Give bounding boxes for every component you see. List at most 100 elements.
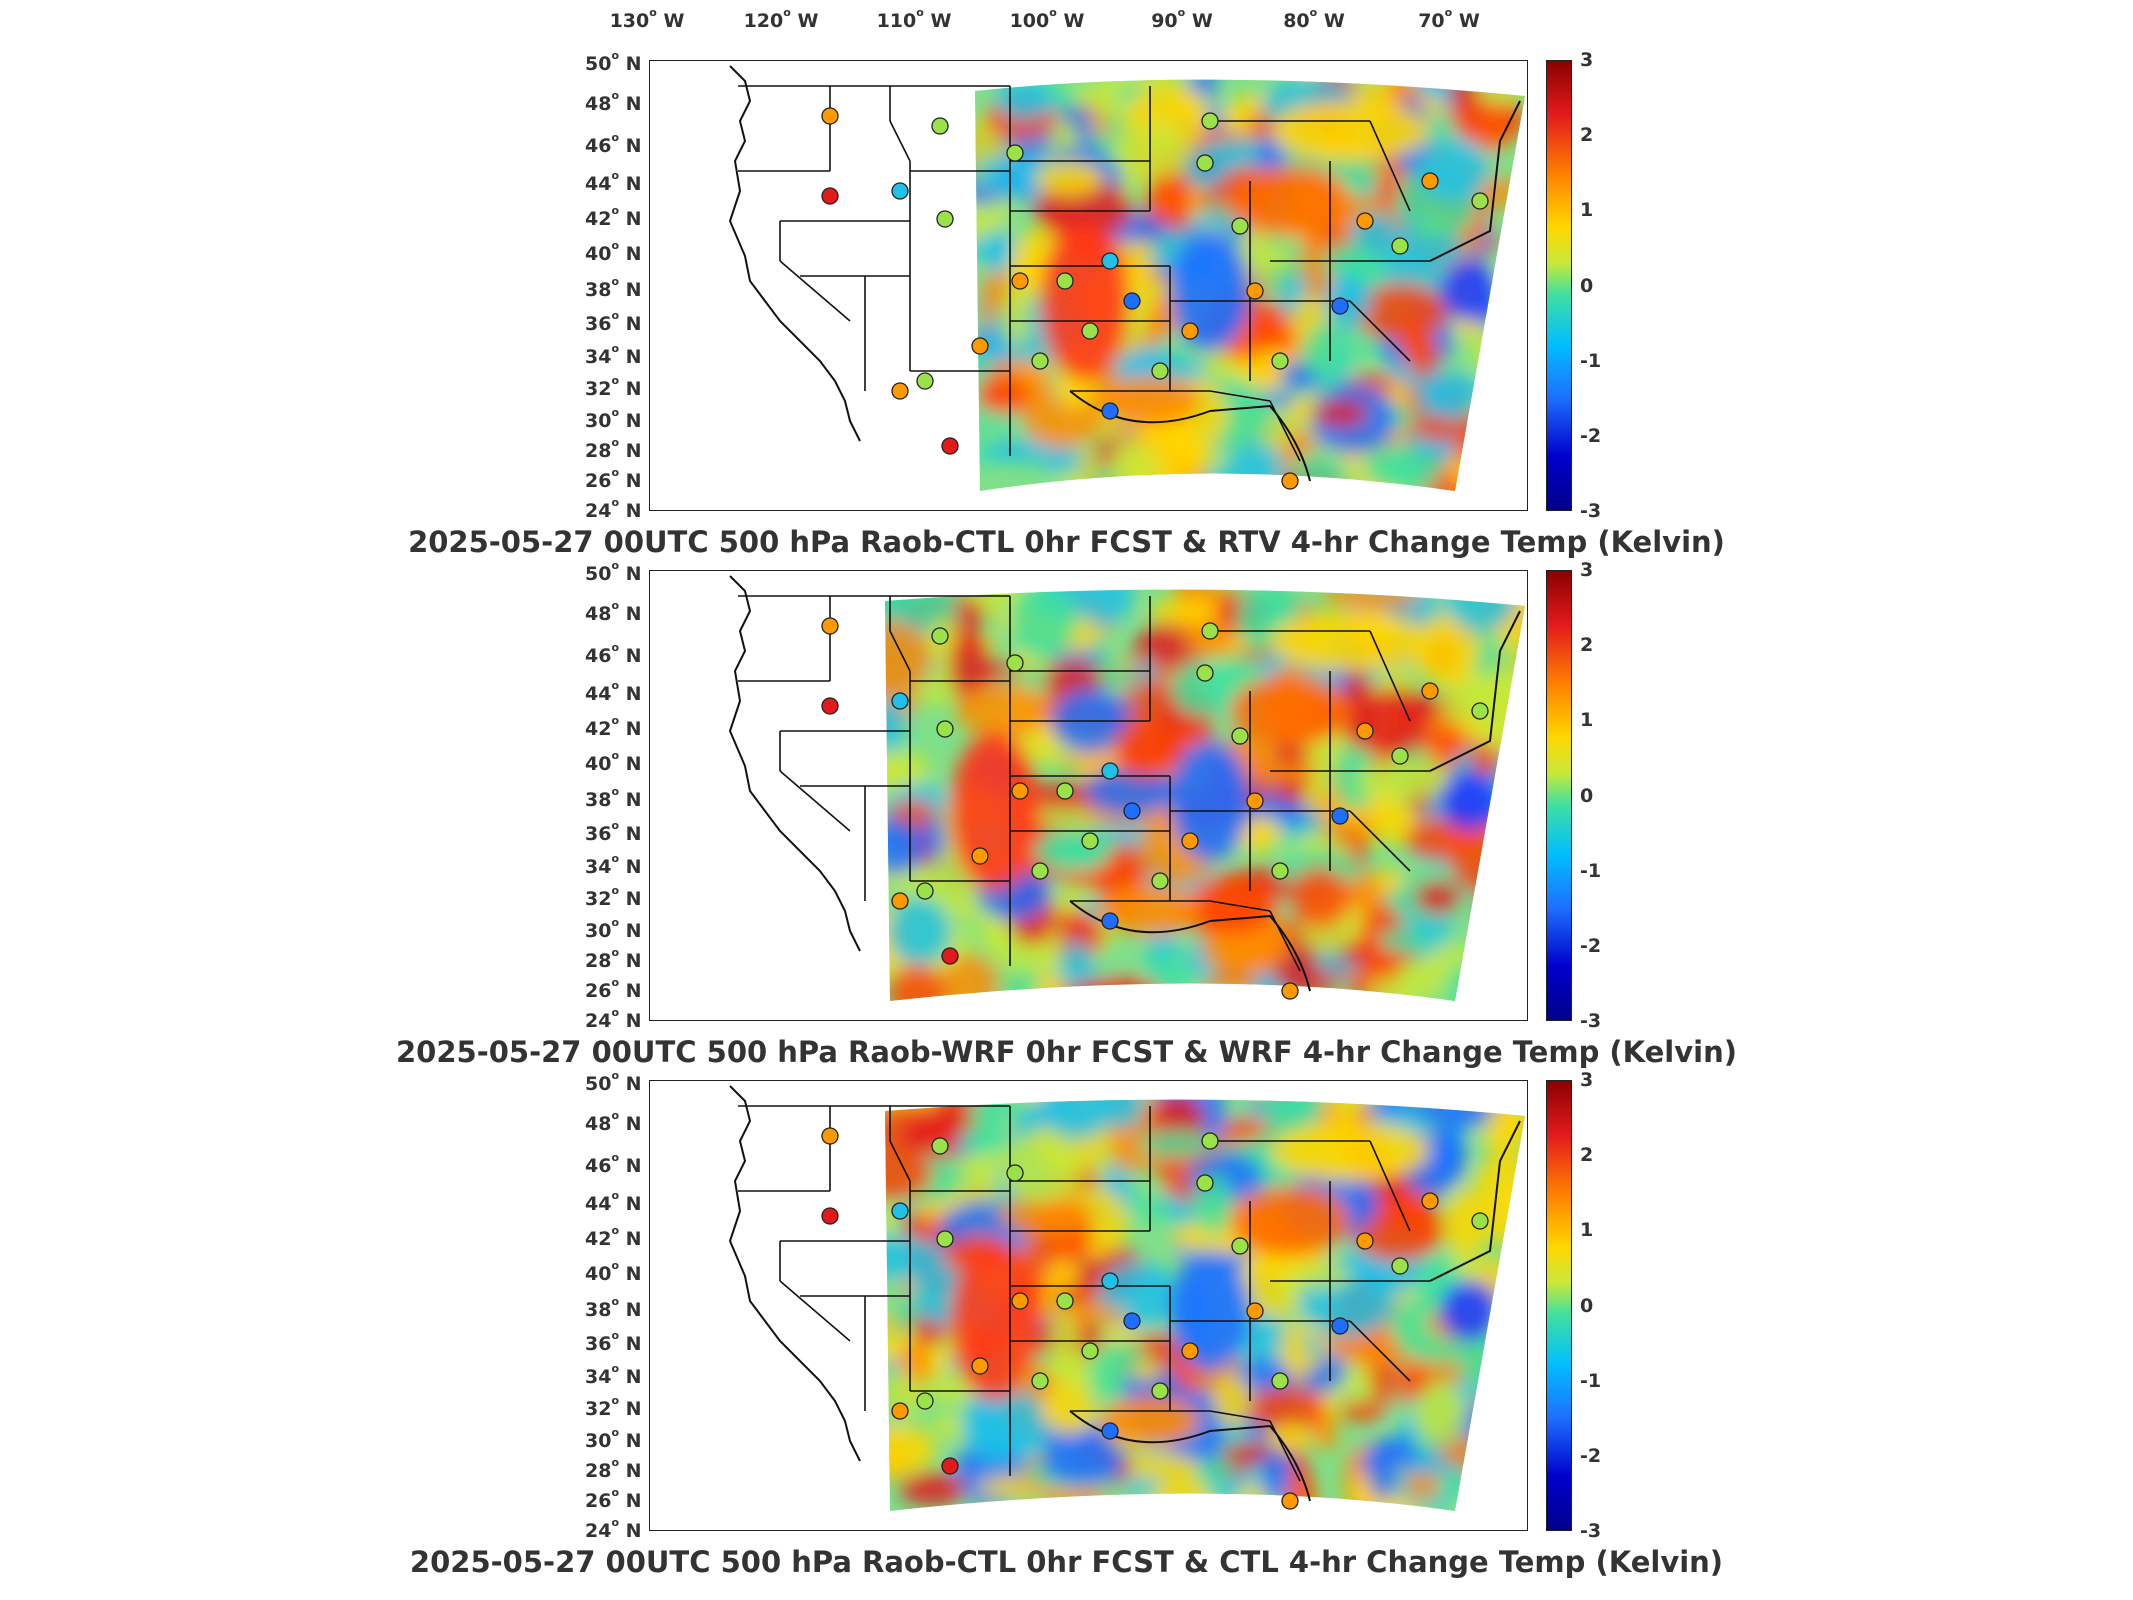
raob-station-marker xyxy=(1281,472,1299,490)
lat-tick-dir: N xyxy=(625,1155,642,1177)
field-blob xyxy=(1120,253,1155,285)
raob-station-marker xyxy=(1031,862,1049,880)
raob-station-marker xyxy=(1181,832,1199,850)
field-blob xyxy=(1156,471,1241,492)
lat-tick-label: 42o N xyxy=(585,714,642,740)
field-blob xyxy=(885,620,933,696)
lat-tick-num: 42 xyxy=(585,718,612,740)
raob-station-marker xyxy=(916,372,934,390)
field-feature xyxy=(950,731,1040,891)
lat-tick-dir: N xyxy=(625,410,642,432)
lat-tick-dir: N xyxy=(625,346,642,368)
field-blob xyxy=(1312,1415,1338,1451)
lat-tick-dir: N xyxy=(625,888,642,910)
raob-station-marker xyxy=(1101,912,1119,930)
raob-station-marker xyxy=(1471,1212,1489,1230)
lat-tick-num: 34 xyxy=(585,346,612,368)
raob-station-marker xyxy=(1231,217,1249,235)
field-blob xyxy=(1046,1258,1081,1290)
lat-tick-label: 30o N xyxy=(585,916,642,942)
lat-tick-num: 38 xyxy=(585,279,612,301)
map-frame xyxy=(649,1080,1528,1531)
lat-tick-dir: N xyxy=(625,856,642,878)
raob-station-marker xyxy=(1271,352,1289,370)
raob-station-marker xyxy=(1081,1342,1099,1360)
lat-tick-label: 36o N xyxy=(585,309,642,335)
colorbar-tick-label: -3 xyxy=(1580,1520,1602,1542)
lat-tick-dir: N xyxy=(625,378,642,400)
lat-tick-dir: N xyxy=(625,1263,642,1285)
coastline xyxy=(728,575,861,952)
state-border xyxy=(1209,1410,1271,1422)
field-blob xyxy=(1357,759,1453,801)
raob-station-marker xyxy=(1421,682,1439,700)
field-feature xyxy=(1230,676,1350,746)
raob-station-marker xyxy=(1421,172,1439,190)
lat-tick-num: 42 xyxy=(585,1228,612,1250)
raob-station-marker xyxy=(1101,1422,1119,1440)
colorbar-tick-label: 1 xyxy=(1580,1219,1594,1242)
field-blob xyxy=(1415,613,1480,687)
raob-station-marker xyxy=(1356,1232,1374,1250)
lat-tick-num: 42 xyxy=(585,208,612,230)
field-blob xyxy=(885,1423,937,1476)
field-blob xyxy=(1407,332,1440,379)
raob-station-marker xyxy=(1123,802,1141,820)
lat-tick-label: 24o N xyxy=(585,1006,642,1032)
raob-station-marker xyxy=(936,1230,954,1248)
lon-tick-label: 110o W xyxy=(876,6,952,32)
field-blob xyxy=(885,900,952,965)
field-blob xyxy=(1477,870,1512,934)
coastline xyxy=(728,65,861,442)
colorbar-tick-label: 3 xyxy=(1580,49,1594,71)
temperature-field xyxy=(975,79,1525,492)
lat-tick-dir: N xyxy=(625,753,642,775)
lon-tick-label: 80o W xyxy=(1283,6,1345,32)
lat-tick-dir: N xyxy=(625,1430,642,1452)
field-blob xyxy=(1268,1423,1310,1454)
map-frame xyxy=(649,60,1528,511)
lon-tick-label: 70o W xyxy=(1418,6,1480,32)
lat-tick-num: 34 xyxy=(585,1366,612,1388)
field-blob xyxy=(1261,1443,1293,1503)
raob-station-marker xyxy=(821,107,839,125)
lat-tick-label: 26o N xyxy=(585,976,642,1002)
colorbar-tick-label: -2 xyxy=(1580,1444,1602,1467)
lat-tick-num: 36 xyxy=(585,1333,612,1355)
raob-station-marker xyxy=(1281,982,1299,1000)
field-blob xyxy=(1418,729,1469,752)
field-blob xyxy=(1226,442,1284,492)
lat-tick-dir: N xyxy=(625,1333,642,1355)
raob-station-marker xyxy=(1281,1492,1299,1510)
lat-tick-dir: N xyxy=(625,1520,642,1542)
colorbar-tick-label: -1 xyxy=(1580,859,1602,882)
field-blob xyxy=(1313,400,1369,427)
field-blob xyxy=(1131,1360,1163,1382)
lat-tick-label: 40o N xyxy=(585,239,642,265)
raob-station-marker xyxy=(1101,252,1119,270)
lat-tick-label: 36o N xyxy=(585,1329,642,1355)
lat-tick-label: 34o N xyxy=(585,852,642,878)
raob-station-marker xyxy=(1331,1317,1349,1335)
field-blob xyxy=(887,964,947,1002)
lat-tick-dir: N xyxy=(625,1193,642,1215)
lon-tick-num: 70 xyxy=(1418,10,1445,32)
lat-tick-label: 38o N xyxy=(585,1295,642,1321)
field-blob xyxy=(1041,443,1083,475)
temperature-field xyxy=(885,1099,1525,1512)
raob-station-marker xyxy=(1056,272,1074,290)
raob-station-marker xyxy=(1011,1292,1029,1310)
field-blob xyxy=(1363,445,1427,491)
field-blob xyxy=(1450,821,1522,896)
lat-tick-dir: N xyxy=(625,1398,642,1420)
raob-station-marker xyxy=(1246,282,1264,300)
colorbar-tick-label: 3 xyxy=(1580,559,1594,581)
field-blob xyxy=(1049,1313,1081,1375)
panel-title: 2025-05-27 00UTC 500 hPa Raob-CTL 0hr FC… xyxy=(409,1545,1724,1579)
colorbar-tick-label: 0 xyxy=(1580,274,1594,297)
lat-tick-dir: N xyxy=(625,718,642,740)
lat-tick-dir: N xyxy=(625,980,642,1002)
lat-tick-dir: N xyxy=(625,173,642,195)
field-blob xyxy=(1367,1439,1398,1501)
field-blob xyxy=(1444,963,1488,1002)
